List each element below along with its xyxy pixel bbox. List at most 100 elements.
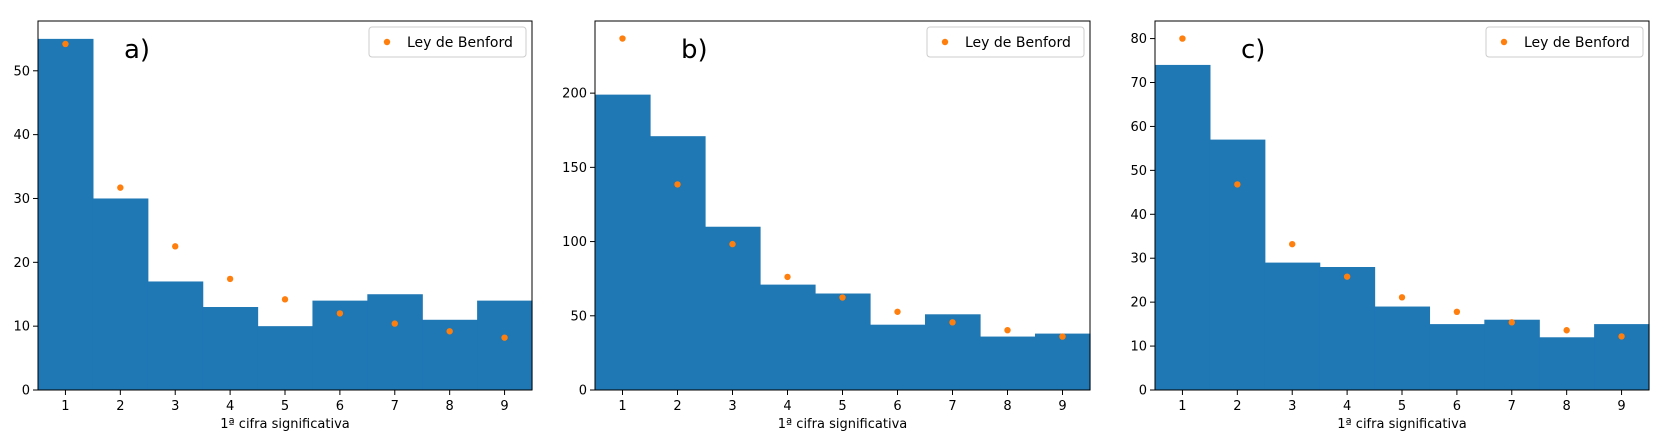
x-tick-label: 1 — [618, 399, 626, 414]
histogram-bar — [477, 300, 533, 390]
legend: Ley de Benford — [368, 26, 527, 58]
benford-point — [894, 308, 901, 315]
legend-label: Ley de Benford — [1524, 35, 1630, 51]
histogram-bar — [760, 284, 816, 390]
x-tick-label: 4 — [783, 399, 791, 414]
x-tick-label: 2 — [116, 399, 124, 414]
x-tick-label: 5 — [838, 399, 846, 414]
benford-point — [1618, 333, 1625, 340]
x-axis-label: 1ª cifra significativa — [220, 417, 349, 432]
legend-box — [1485, 26, 1644, 58]
histogram-bar — [147, 281, 204, 390]
benford-point — [1508, 319, 1515, 326]
benford-point — [1289, 240, 1296, 248]
benford-point — [784, 273, 791, 281]
legend-label: Ley de Benford — [965, 35, 1071, 51]
y-tick-label: 50 — [570, 309, 587, 324]
legend-marker — [941, 38, 949, 46]
legend: Ley de Benford — [926, 26, 1085, 58]
x-tick-label: 4 — [226, 399, 234, 414]
histogram-bar — [1264, 262, 1321, 390]
panel-label: b) — [681, 35, 708, 65]
y-tick-label: 150 — [562, 161, 587, 176]
x-tick-label: 4 — [1343, 399, 1351, 414]
x-tick-label: 9 — [500, 399, 508, 414]
x-tick-label: 8 — [446, 399, 454, 414]
histogram-bar — [980, 336, 1036, 390]
x-tick-label: 7 — [1508, 399, 1516, 414]
y-tick-label: 50 — [13, 64, 30, 79]
x-tick-label: 7 — [391, 399, 399, 414]
benford-point — [336, 310, 344, 317]
histogram-bar — [815, 293, 871, 390]
x-tick-label: 6 — [893, 399, 901, 414]
legend-label: Ley de Benford — [407, 35, 513, 51]
benford-point — [281, 296, 289, 303]
benford-point — [501, 334, 508, 341]
y-tick-label: 80 — [1130, 32, 1147, 47]
histogram-bar — [257, 326, 314, 390]
x-tick-label: 5 — [1398, 399, 1406, 414]
y-tick-label: 60 — [1130, 120, 1147, 135]
x-axis-label: 1ª cifra significativa — [1337, 417, 1466, 432]
benford-point — [729, 240, 736, 248]
legend-box — [926, 26, 1085, 58]
x-axis-label: 1ª cifra significativa — [778, 417, 907, 432]
x-tick-label: 8 — [1563, 399, 1571, 414]
y-tick-label: 20 — [13, 256, 30, 271]
y-tick-label: 10 — [13, 320, 30, 335]
histogram-bar — [367, 294, 423, 390]
histogram-bar — [92, 198, 149, 390]
benford-point — [1059, 333, 1066, 340]
benford-point — [949, 319, 956, 326]
histogram-bar — [38, 38, 94, 391]
y-tick-label: 100 — [562, 235, 587, 250]
x-tick-label: 3 — [171, 399, 179, 414]
chart-panel-3: 1 2 3 4 5 6 7 8 9 0 10 20 30 40 50 60 70 80 1ª cifra signi… — [1130, 20, 1650, 432]
legend-marker — [383, 38, 391, 46]
histogram-bar — [202, 307, 259, 390]
x-tick-label: 9 — [1058, 399, 1066, 414]
benford-point — [839, 294, 846, 301]
benford-point — [1398, 294, 1406, 301]
y-tick-label: 20 — [1130, 296, 1147, 311]
benford-point — [619, 35, 626, 42]
y-tick-label: 50 — [1130, 164, 1147, 179]
histogram-bar — [1209, 139, 1266, 390]
x-tick-label: 9 — [1617, 399, 1625, 414]
x-tick-label: 2 — [673, 399, 681, 414]
y-tick-label: 0 — [1139, 384, 1147, 399]
panel-label: a) — [124, 35, 150, 65]
y-tick-label: 0 — [579, 384, 587, 399]
benford-point — [446, 328, 453, 335]
benford-point — [117, 184, 124, 191]
benford-point — [1343, 273, 1351, 280]
x-tick-label: 6 — [1453, 399, 1461, 414]
histogram-bar — [1319, 267, 1376, 390]
benford-point — [1234, 181, 1241, 188]
x-tick-label: 2 — [1233, 399, 1241, 414]
histogram-bar — [1155, 64, 1211, 390]
benford-point — [1004, 326, 1011, 334]
benford-point — [172, 243, 179, 250]
legend: Ley de Benford — [1485, 26, 1644, 58]
x-tick-label: 5 — [281, 399, 289, 414]
histogram-bar — [1429, 324, 1485, 390]
benford-point — [62, 40, 69, 48]
benford-point — [391, 320, 398, 327]
histogram-bar — [595, 94, 651, 390]
x-tick-label: 8 — [1003, 399, 1011, 414]
y-tick-label: 0 — [22, 384, 30, 399]
legend-box — [368, 26, 527, 58]
histogram-bar — [1374, 306, 1431, 390]
histogram-bar — [870, 324, 926, 390]
x-tick-label: 6 — [336, 399, 344, 414]
histogram-bar — [1035, 333, 1091, 390]
benford-point — [226, 275, 234, 283]
y-tick-label: 40 — [13, 128, 30, 143]
x-tick-label: 3 — [1288, 399, 1296, 414]
y-tick-label: 10 — [1130, 340, 1147, 355]
chart-panel-2: 1 2 3 4 5 6 7 8 9 0 50 100 150 200 1ª cifra significat… — [562, 20, 1091, 432]
benford-point — [1179, 35, 1186, 42]
